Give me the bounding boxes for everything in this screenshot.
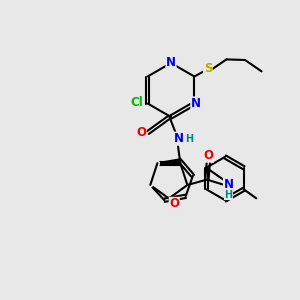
Text: S: S [204,62,212,76]
Text: O: O [169,197,179,210]
Text: O: O [136,126,146,139]
Text: Cl: Cl [131,95,143,109]
Text: H: H [185,134,194,144]
Text: H: H [224,190,232,200]
Text: N: N [224,178,233,190]
Text: N: N [166,56,176,70]
Text: N: N [191,97,201,110]
Text: O: O [203,149,213,162]
Text: N: N [173,132,184,145]
